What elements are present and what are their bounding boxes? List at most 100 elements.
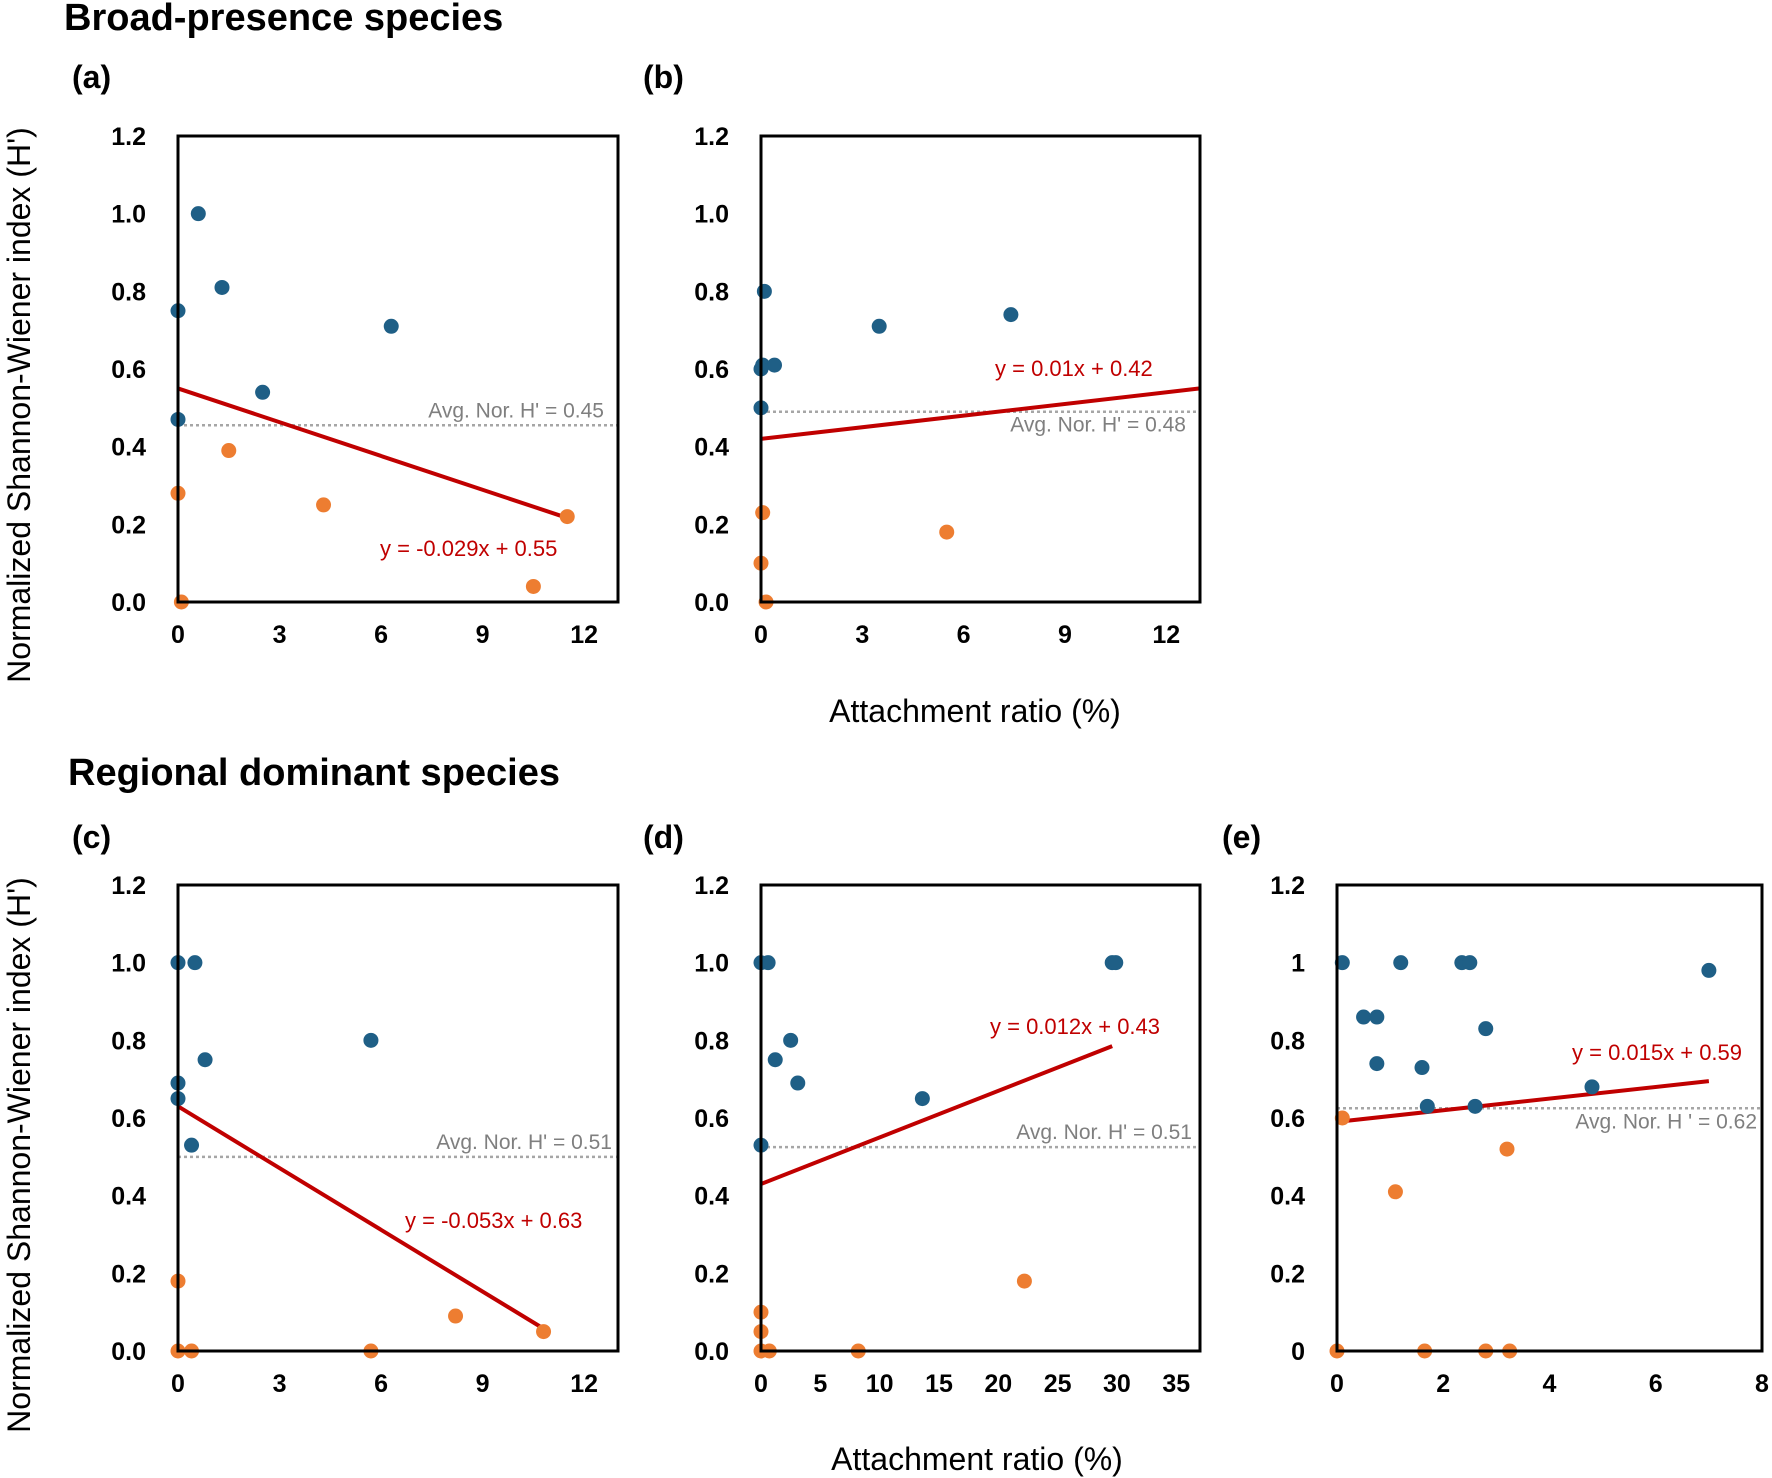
y-tick-label: 0.8: [694, 278, 729, 306]
y-tick-label: 0.6: [1270, 1105, 1305, 1133]
data-point-blue: [1584, 1079, 1600, 1095]
y-tick-label: 0.2: [694, 1260, 729, 1288]
data-point-orange: [1016, 1273, 1032, 1289]
fit-line: [176, 1104, 545, 1331]
x-axis-title-top: Attachment ratio (%): [829, 693, 1121, 729]
x-tick-label: 15: [925, 1370, 953, 1398]
x-tick-label: 25: [1044, 1370, 1072, 1398]
fit-equation: y = 0.012x + 0.43: [990, 1014, 1160, 1039]
data-point-orange: [559, 509, 575, 525]
y-tick-label: 0.0: [694, 1338, 729, 1366]
data-point-blue: [363, 1032, 379, 1048]
x-tick-label: 9: [476, 1370, 490, 1398]
y-tick-label: 0.2: [111, 1260, 146, 1288]
y-tick-label: 0: [1291, 1338, 1305, 1366]
x-tick-label: 3: [855, 621, 869, 649]
data-point-blue: [790, 1075, 806, 1091]
y-axis-title-top: Normalized Shannon-Wiener index (H'): [1, 127, 37, 683]
data-point-blue: [1003, 307, 1019, 323]
fit-line: [760, 386, 1201, 441]
data-point-blue: [383, 318, 399, 334]
x-tick-label: 12: [570, 1370, 598, 1398]
y-tick-label: 0.0: [111, 1338, 146, 1366]
plot-frame: [759, 134, 1202, 604]
x-tick-label: 0: [1330, 1370, 1344, 1398]
data-point-blue: [767, 357, 783, 373]
x-tick-label: 5: [813, 1370, 827, 1398]
y-tick-label: 0.6: [694, 356, 729, 384]
x-tick-label: 0: [754, 1370, 768, 1398]
x-tick-label: 8: [1755, 1370, 1769, 1398]
data-point-blue: [1414, 1060, 1430, 1076]
data-point-blue: [1419, 1098, 1435, 1114]
y-tick-label: 1.0: [694, 201, 729, 229]
data-point-blue: [197, 1052, 213, 1068]
average-label: Avg. Nor. H' = 0.51: [1016, 1121, 1192, 1144]
y-tick-label: 0.8: [111, 278, 146, 306]
y-tick-label: 0.4: [694, 434, 729, 462]
data-point-blue: [1334, 955, 1350, 971]
data-point-orange: [536, 1324, 552, 1340]
x-tick-label: 6: [374, 621, 388, 649]
x-tick-label: 0: [171, 621, 185, 649]
y-tick-label: 1.2: [694, 123, 729, 151]
fit-line: [760, 1044, 1113, 1186]
y-tick-label: 0.4: [1270, 1183, 1305, 1211]
panel-a: (a) 0.0 0.2 0.4 0.6 0.8 1.0 1.2 0 3 6 9 12 y = -0.029…: [72, 59, 620, 649]
data-point-orange: [525, 578, 541, 594]
fit-equation: y = -0.053x + 0.63: [405, 1208, 582, 1233]
x-tick-label: 0: [754, 621, 768, 649]
x-tick-label: 30: [1103, 1370, 1131, 1398]
data-point-blue: [783, 1032, 799, 1048]
data-point-blue: [255, 384, 271, 400]
panel-label: (c): [72, 819, 111, 855]
data-point-blue: [1467, 1098, 1483, 1114]
data-point-blue: [1369, 1009, 1385, 1025]
x-tick-label: 20: [984, 1370, 1012, 1398]
fit-equation: y = 0.015x + 0.59: [1572, 1040, 1742, 1065]
y-tick-label: 0.6: [111, 1105, 146, 1133]
y-tick-label: 0.2: [694, 511, 729, 539]
y-tick-label: 0.0: [694, 589, 729, 617]
data-point-blue: [1478, 1021, 1494, 1037]
data-point-blue: [871, 318, 887, 334]
y-tick-label: 1.0: [111, 950, 146, 978]
data-point-blue: [1393, 955, 1409, 971]
data-point-blue: [1108, 955, 1124, 971]
y-tick-label: 0.6: [111, 356, 146, 384]
x-tick-label: 12: [1152, 621, 1180, 649]
y-tick-label: 1.2: [111, 872, 146, 900]
panel-label: (b): [643, 59, 684, 95]
fit-line: [177, 386, 568, 520]
data-point-blue: [1701, 962, 1717, 978]
y-tick-label: 1.2: [694, 872, 729, 900]
y-tick-label: 0.6: [694, 1105, 729, 1133]
panels: (a)0.00.20.40.60.81.01.20 3 6 9 12y = -0.029…: [72, 59, 1769, 1398]
data-point-orange: [221, 443, 237, 459]
fit-equation: y = 0.01x + 0.42: [995, 356, 1153, 381]
x-tick-label: 35: [1162, 1370, 1190, 1398]
panel-b: (b) 0.0 0.2 0.4 0.6 0.8 1.0 1.2 0 3 6 9 12 y = 0.01x …: [643, 59, 1202, 649]
y-tick-label: 0.4: [694, 1183, 729, 1211]
y-tick-label: 0.4: [111, 434, 146, 462]
data-point-orange: [939, 524, 955, 540]
fit-equation: y = -0.029x + 0.55: [380, 536, 557, 561]
y-tick-label: 1.0: [694, 950, 729, 978]
y-tick-label: 0.4: [111, 1183, 146, 1211]
panel-label: (e): [1222, 819, 1261, 855]
data-point-blue: [1462, 955, 1478, 971]
x-tick-label: 9: [476, 621, 490, 649]
average-label: Avg. Nor. H' = 0.48: [1010, 414, 1186, 437]
y-tick-label: 1.2: [111, 123, 146, 151]
data-point-blue: [187, 955, 203, 971]
data-point-orange: [316, 497, 332, 513]
data-point-blue: [214, 279, 230, 295]
x-axis-title-bottom: Attachment ratio (%): [831, 1441, 1123, 1477]
data-point-orange: [1499, 1141, 1515, 1157]
data-point-blue: [1369, 1056, 1385, 1072]
x-tick-label: 6: [957, 621, 971, 649]
fit-line: [1336, 1079, 1710, 1124]
y-tick-label: 1.2: [1270, 872, 1305, 900]
data-point-blue: [767, 1052, 783, 1068]
